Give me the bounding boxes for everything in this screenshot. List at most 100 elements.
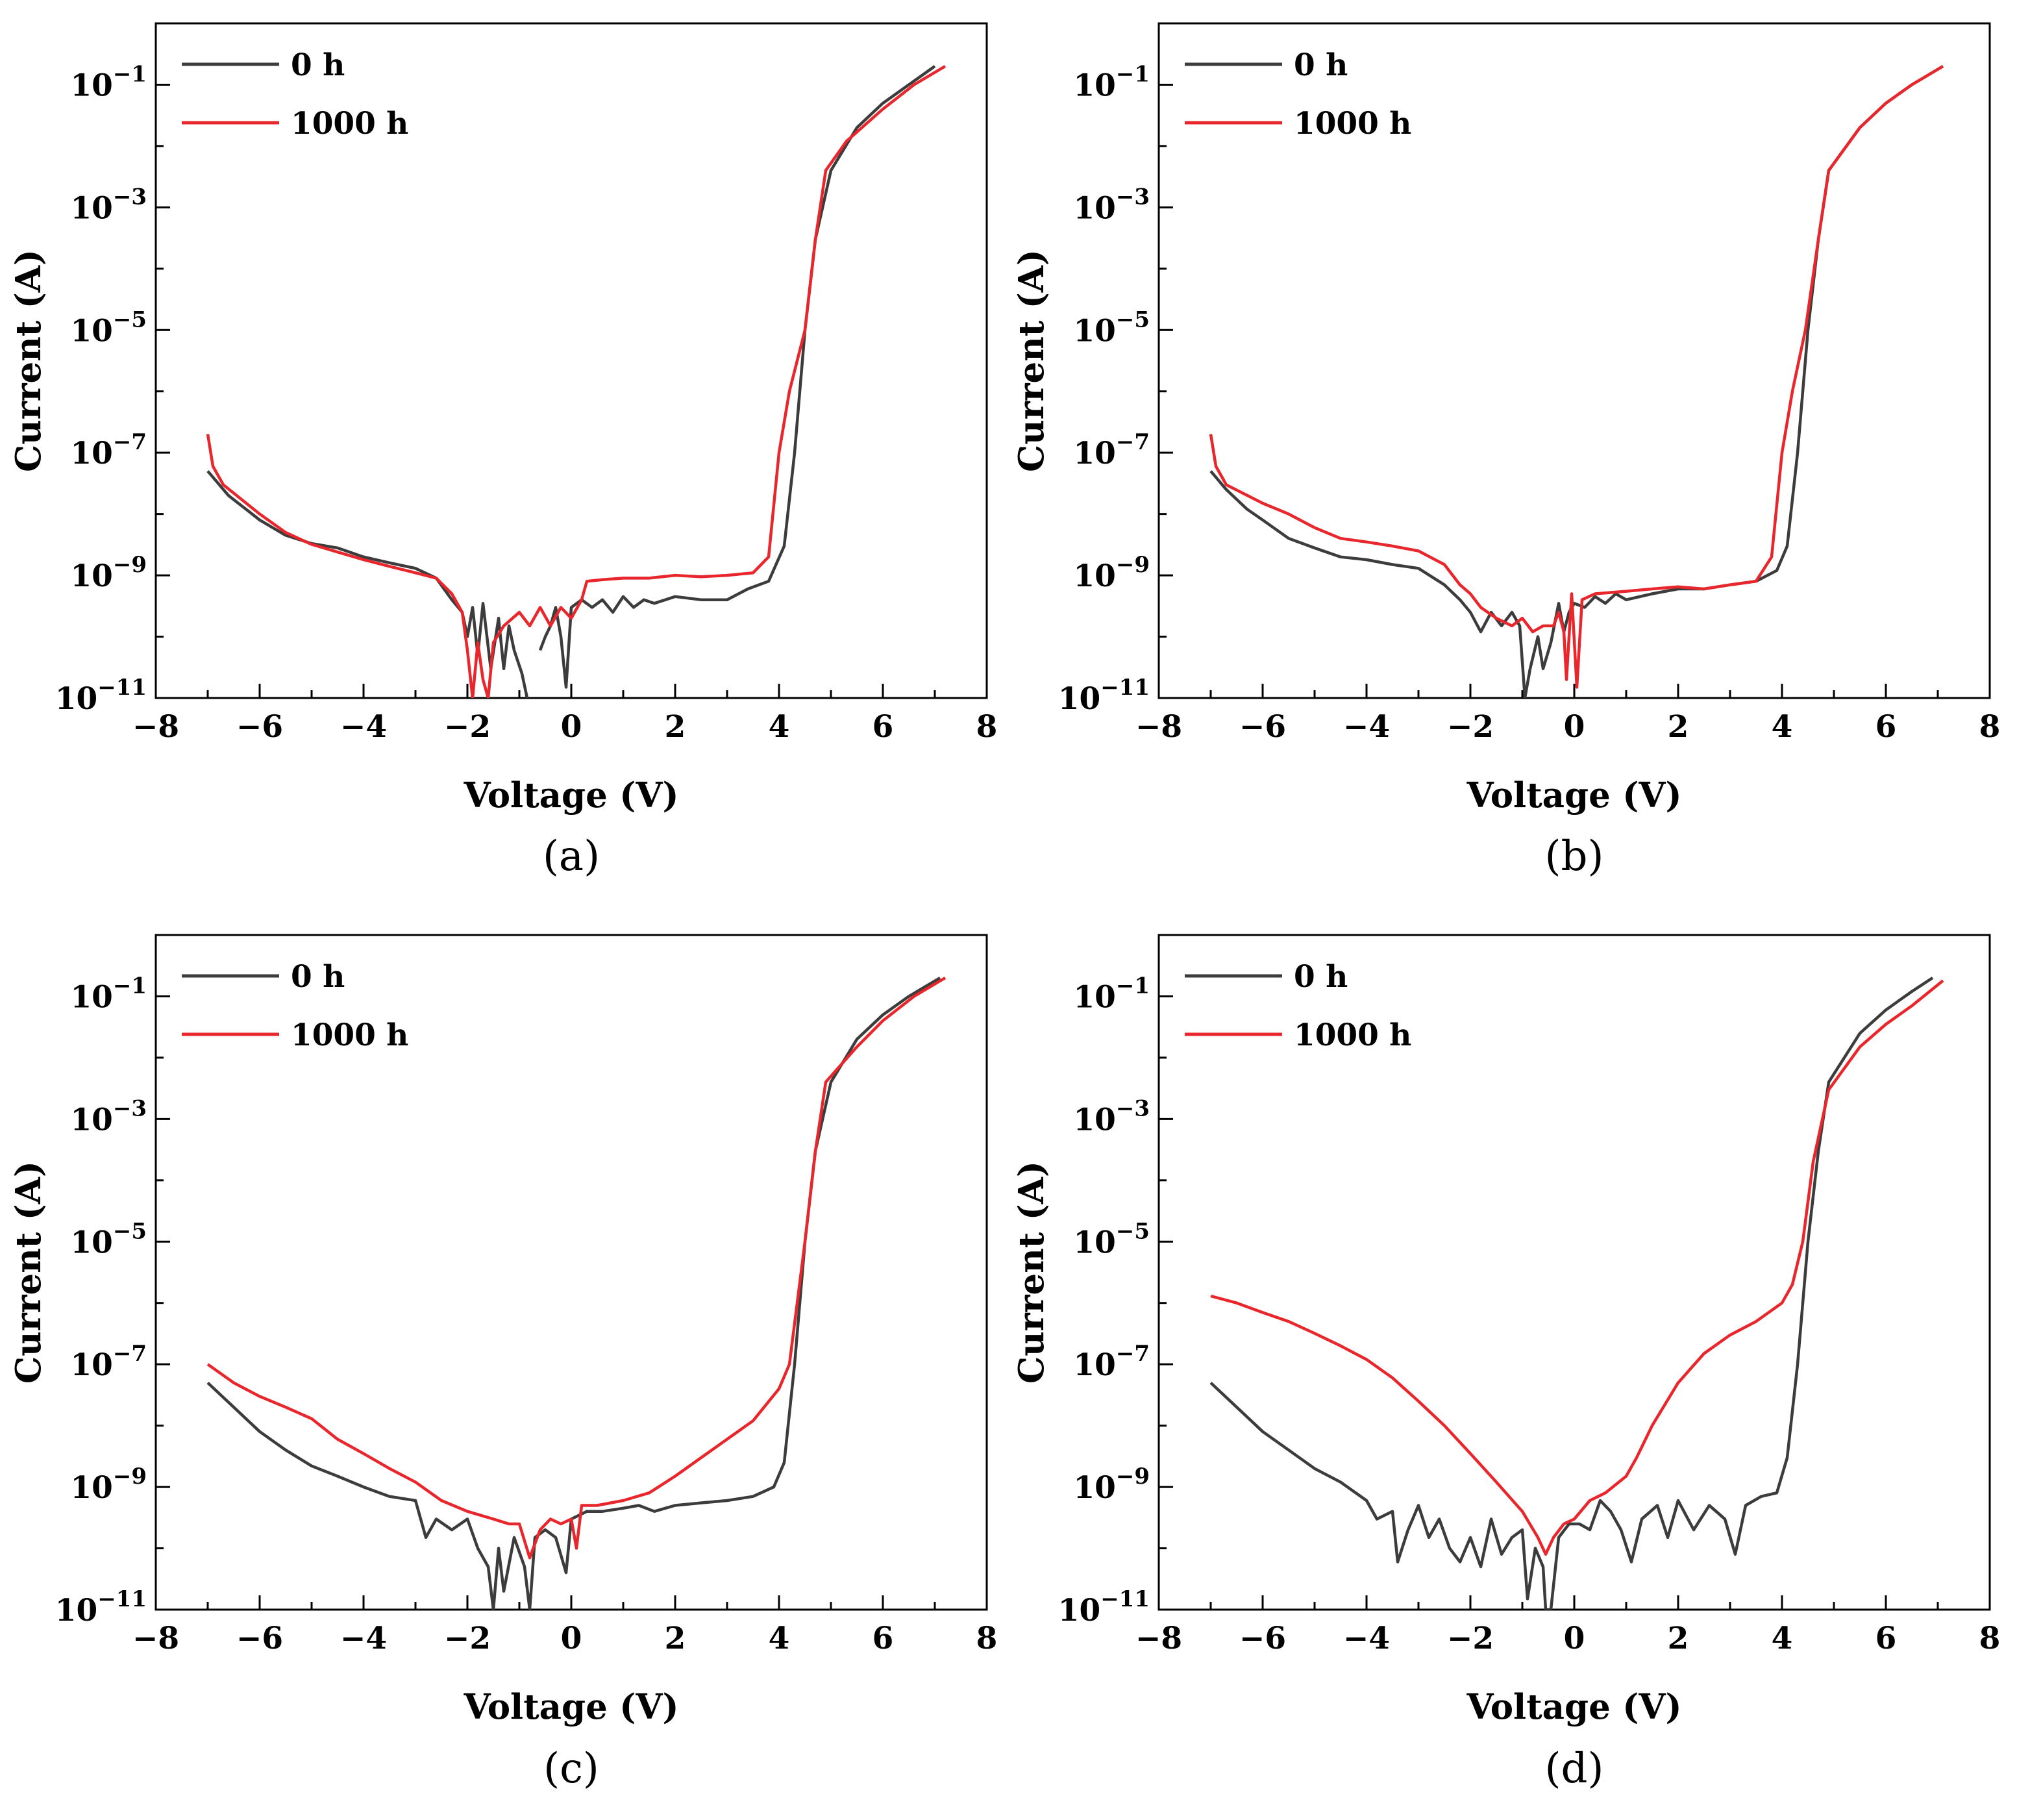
y-tick-label: 10−7 — [70, 429, 147, 471]
legend: 0 h 1000 h — [182, 959, 408, 1053]
y-tick-base: 10 — [55, 681, 97, 717]
y-tick-exponent: −11 — [1100, 1586, 1150, 1612]
series-line-0h — [1209, 977, 1934, 1610]
x-tick-label: 8 — [1979, 709, 2001, 745]
y-tick-label: 10−11 — [55, 675, 147, 717]
x-tick-label: −8 — [132, 1621, 179, 1656]
y-tick-label: 10−11 — [1058, 675, 1150, 717]
y-tick-exponent: −1 — [113, 973, 147, 999]
x-axis-title: Voltage (V) — [463, 775, 678, 816]
y-tick-exponent: −5 — [113, 1218, 147, 1244]
y-tick-exponent: −3 — [113, 1095, 147, 1121]
y-tick-base: 10 — [70, 1225, 112, 1260]
y-tick-label: 10−3 — [70, 184, 147, 226]
x-tick-label: −2 — [444, 1621, 491, 1656]
y-tick-exponent: −7 — [113, 429, 147, 455]
legend-label: 1000 h — [291, 1017, 408, 1053]
x-tick-label: −8 — [1135, 709, 1182, 745]
x-axis-title: Voltage (V) — [1466, 1687, 1681, 1727]
y-tick-label: 10−11 — [55, 1586, 147, 1628]
y-tick-base: 10 — [1073, 436, 1115, 471]
y-tick-exponent: −1 — [1116, 973, 1150, 999]
y-axis-title: Current (A) — [8, 249, 49, 472]
series-layer — [206, 977, 947, 1610]
x-tick-label: −2 — [444, 709, 491, 745]
x-tick-label: 6 — [872, 1621, 894, 1656]
y-tick-label: 10−9 — [70, 552, 147, 594]
legend-label: 1000 h — [291, 106, 408, 142]
y-tick-base: 10 — [1073, 1225, 1115, 1260]
y-tick-exponent: −9 — [1116, 552, 1150, 578]
x-tick-label: 0 — [1564, 1621, 1585, 1656]
y-tick-base: 10 — [70, 313, 112, 349]
x-tick-label: 2 — [1668, 1621, 1689, 1656]
y-tick-label: 10−11 — [1058, 1586, 1150, 1628]
legend-label: 1000 h — [1294, 106, 1411, 142]
y-tick-base: 10 — [1073, 1102, 1115, 1138]
y-axis-title: Current (A) — [1011, 249, 1052, 472]
x-tick-label: 2 — [665, 1621, 686, 1656]
panel-d: −8 −6 −4 −2 0 2 4 6 810−1110−910−710−510−310−1Vo… — [1011, 934, 2001, 1793]
legend: 0 h 1000 h — [182, 47, 408, 142]
y-tick-label: 10−3 — [1073, 1095, 1150, 1138]
x-tick-label: 4 — [1772, 1621, 1793, 1656]
x-tick-label: 8 — [1979, 1621, 2001, 1656]
series-line-1000h — [206, 977, 947, 1560]
x-tick-label: −6 — [236, 709, 283, 745]
y-tick-base: 10 — [70, 436, 112, 471]
y-tick-base: 10 — [55, 1593, 97, 1628]
x-tick-label: −4 — [340, 1621, 387, 1656]
y-tick-base: 10 — [1073, 313, 1115, 349]
y-tick-base: 10 — [70, 979, 112, 1015]
y-tick-exponent: −1 — [113, 61, 147, 87]
y-tick-base: 10 — [1073, 1470, 1115, 1506]
y-tick-base: 10 — [1073, 68, 1115, 103]
x-tick-label: 8 — [976, 1621, 998, 1656]
y-tick-exponent: −3 — [1116, 184, 1150, 210]
x-tick-label: −4 — [340, 709, 387, 745]
x-tick-label: 4 — [769, 709, 790, 745]
y-tick-exponent: −7 — [1116, 1341, 1150, 1367]
series-line-0h — [1209, 65, 1944, 698]
y-tick-exponent: −3 — [113, 184, 147, 210]
x-tick-label: −2 — [1447, 709, 1494, 745]
series-line-1000h — [206, 65, 947, 698]
x-tick-label: −6 — [1239, 1621, 1286, 1656]
x-tick-label: −8 — [132, 709, 179, 745]
x-tick-label: 0 — [561, 1621, 582, 1656]
y-tick-label: 10−3 — [1073, 184, 1150, 226]
legend: 0 h 1000 h — [1185, 47, 1411, 142]
y-tick-exponent: −5 — [1116, 306, 1150, 332]
y-tick-exponent: −9 — [113, 552, 147, 578]
panel-label: (d) — [1545, 1745, 1604, 1793]
x-tick-label: −8 — [1135, 1621, 1182, 1656]
y-tick-label: 10−9 — [1073, 552, 1150, 594]
y-tick-base: 10 — [70, 1347, 112, 1383]
panel-label: (c) — [543, 1745, 599, 1793]
y-tick-exponent: −7 — [1116, 429, 1150, 455]
y-tick-label: 10−5 — [1073, 1218, 1150, 1260]
y-tick-exponent: −11 — [97, 1586, 147, 1612]
y-tick-base: 10 — [70, 68, 112, 103]
series-line-0h — [206, 977, 941, 1610]
x-tick-label: 6 — [1875, 709, 1897, 745]
y-tick-base: 10 — [70, 558, 112, 594]
x-tick-label: 8 — [976, 709, 998, 745]
y-tick-label: 10−5 — [70, 306, 147, 349]
y-tick-exponent: −7 — [113, 1341, 147, 1367]
x-tick-label: 6 — [1875, 1621, 1897, 1656]
y-tick-base: 10 — [1073, 979, 1115, 1015]
y-tick-exponent: −11 — [1100, 675, 1150, 701]
x-tick-label: 2 — [665, 709, 686, 745]
legend-label: 0 h — [1294, 959, 1348, 995]
x-axis-title: Voltage (V) — [1466, 775, 1681, 816]
y-tick-base: 10 — [1073, 1347, 1115, 1383]
y-tick-exponent: −9 — [1116, 1464, 1150, 1490]
y-tick-label: 10−7 — [1073, 429, 1150, 471]
y-tick-label: 10−1 — [70, 61, 147, 103]
y-tick-label: 10−5 — [1073, 306, 1150, 349]
series-line-1000h — [1209, 65, 1944, 689]
y-tick-label: 10−9 — [1073, 1464, 1150, 1506]
y-tick-exponent: −9 — [113, 1464, 147, 1490]
